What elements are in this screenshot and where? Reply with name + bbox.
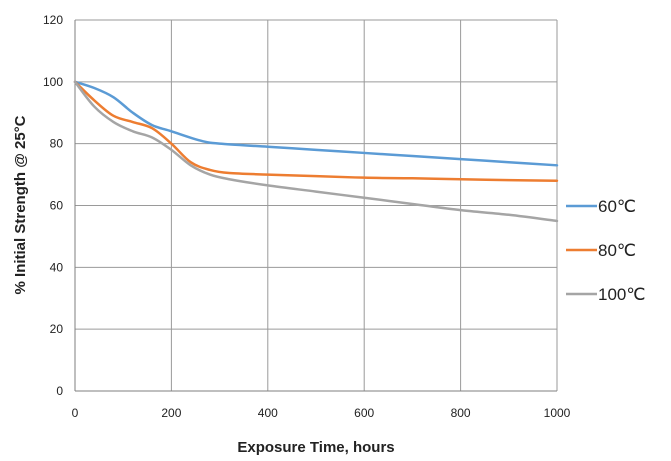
y-tick-label: 40 [50, 260, 64, 274]
legend-label-2: 80℃ [598, 241, 636, 260]
y-tick-label: 0 [56, 384, 63, 398]
legend: 60℃ 80℃ 100℃ [566, 197, 645, 304]
tick-labels: 0 20 40 60 80 100 120 0 200 400 600 800 1000 [43, 13, 571, 420]
y-axis-title: % Initial Strength @ 25°C [12, 115, 29, 294]
series-line-1 [73, 80, 559, 167]
series-line-3 [73, 80, 559, 223]
x-tick-label: 1000 [544, 406, 571, 420]
legend-label-1: 60℃ [598, 197, 636, 216]
grid-lines [75, 19, 558, 391]
y-tick-label: 60 [50, 199, 64, 213]
y-tick-label: 80 [50, 137, 64, 151]
series-line-2 [73, 80, 559, 183]
series-lines [73, 80, 559, 223]
x-axis-title: Exposure Time, hours [237, 439, 394, 456]
x-tick-label: 600 [354, 406, 374, 420]
x-tick-label: 800 [451, 406, 471, 420]
y-tick-label: 100 [43, 75, 63, 89]
x-tick-label: 200 [161, 406, 181, 420]
y-tick-label: 120 [43, 13, 63, 27]
y-tick-label: 20 [50, 322, 64, 336]
legend-label-3: 100℃ [598, 285, 645, 304]
x-tick-label: 0 [72, 406, 79, 420]
x-tick-label: 400 [258, 406, 278, 420]
